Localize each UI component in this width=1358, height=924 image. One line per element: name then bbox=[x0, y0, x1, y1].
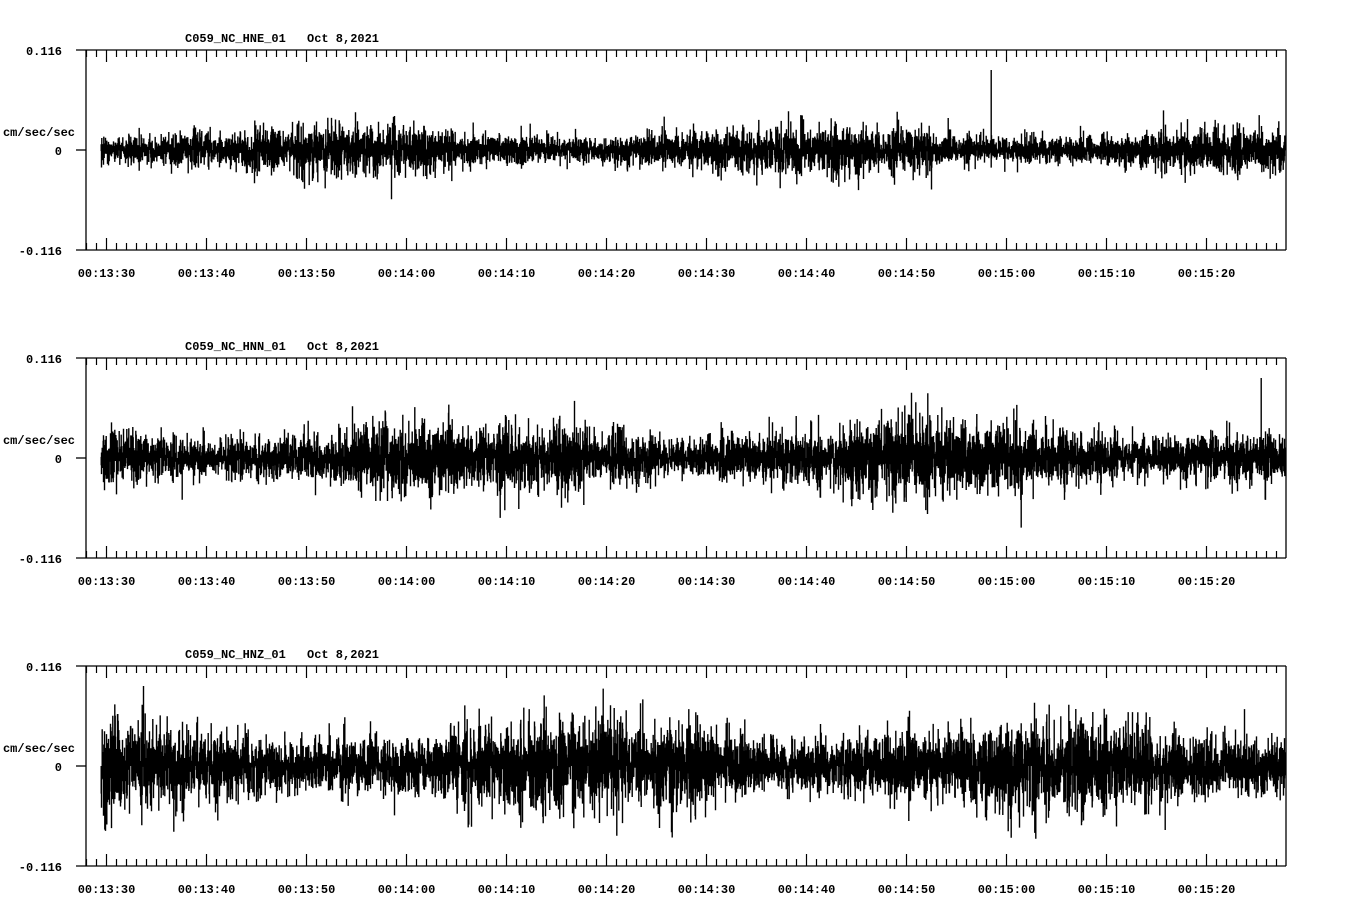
svg-text:00:15:10: 00:15:10 bbox=[1078, 267, 1136, 281]
svg-text:00:15:00: 00:15:00 bbox=[978, 575, 1036, 589]
svg-text:00:13:30: 00:13:30 bbox=[78, 267, 136, 281]
svg-text:00:13:50: 00:13:50 bbox=[278, 267, 336, 281]
svg-text:0.116: 0.116 bbox=[26, 661, 62, 675]
svg-text:00:14:30: 00:14:30 bbox=[678, 883, 736, 897]
svg-text:0.116: 0.116 bbox=[26, 45, 62, 59]
svg-text:00:14:10: 00:14:10 bbox=[478, 883, 536, 897]
svg-text:00:14:40: 00:14:40 bbox=[778, 883, 836, 897]
svg-text:00:14:20: 00:14:20 bbox=[578, 575, 636, 589]
svg-text:cm/sec/sec: cm/sec/sec bbox=[3, 126, 75, 140]
svg-text:00:14:20: 00:14:20 bbox=[578, 883, 636, 897]
svg-text:00:14:20: 00:14:20 bbox=[578, 267, 636, 281]
svg-text:00:15:00: 00:15:00 bbox=[978, 267, 1036, 281]
svg-text:00:14:30: 00:14:30 bbox=[678, 267, 736, 281]
svg-text:00:14:10: 00:14:10 bbox=[478, 575, 536, 589]
svg-text:-0.116: -0.116 bbox=[19, 245, 62, 259]
svg-text:00:14:00: 00:14:00 bbox=[378, 575, 436, 589]
svg-text:00:14:10: 00:14:10 bbox=[478, 267, 536, 281]
svg-text:00:14:40: 00:14:40 bbox=[778, 267, 836, 281]
svg-text:00:15:20: 00:15:20 bbox=[1178, 575, 1236, 589]
svg-text:00:13:50: 00:13:50 bbox=[278, 883, 336, 897]
svg-text:00:14:50: 00:14:50 bbox=[878, 267, 936, 281]
svg-text:00:13:40: 00:13:40 bbox=[178, 575, 236, 589]
svg-text:00:14:40: 00:14:40 bbox=[778, 575, 836, 589]
svg-text:cm/sec/sec: cm/sec/sec bbox=[3, 434, 75, 448]
svg-text:Oct 8,2021: Oct 8,2021 bbox=[307, 648, 379, 662]
svg-text:00:14:00: 00:14:00 bbox=[378, 267, 436, 281]
svg-text:00:14:30: 00:14:30 bbox=[678, 575, 736, 589]
svg-text:00:13:50: 00:13:50 bbox=[278, 575, 336, 589]
svg-text:Oct 8,2021: Oct 8,2021 bbox=[307, 32, 379, 46]
svg-text:-0.116: -0.116 bbox=[19, 861, 62, 875]
svg-text:cm/sec/sec: cm/sec/sec bbox=[3, 742, 75, 756]
svg-text:00:13:30: 00:13:30 bbox=[78, 575, 136, 589]
svg-text:00:15:00: 00:15:00 bbox=[978, 883, 1036, 897]
svg-text:0.116: 0.116 bbox=[26, 353, 62, 367]
svg-text:0: 0 bbox=[55, 145, 62, 159]
svg-text:0: 0 bbox=[55, 453, 62, 467]
svg-text:00:15:10: 00:15:10 bbox=[1078, 883, 1136, 897]
svg-text:00:14:50: 00:14:50 bbox=[878, 575, 936, 589]
svg-text:00:14:00: 00:14:00 bbox=[378, 883, 436, 897]
svg-text:00:15:20: 00:15:20 bbox=[1178, 883, 1236, 897]
svg-text:0: 0 bbox=[55, 761, 62, 775]
svg-text:C059_NC_HNN_01: C059_NC_HNN_01 bbox=[185, 340, 286, 354]
svg-text:00:15:20: 00:15:20 bbox=[1178, 267, 1236, 281]
svg-text:C059_NC_HNE_01: C059_NC_HNE_01 bbox=[185, 32, 286, 46]
svg-text:00:13:40: 00:13:40 bbox=[178, 267, 236, 281]
svg-text:-0.116: -0.116 bbox=[19, 553, 62, 567]
svg-text:00:14:50: 00:14:50 bbox=[878, 883, 936, 897]
svg-text:00:15:10: 00:15:10 bbox=[1078, 575, 1136, 589]
svg-text:00:13:30: 00:13:30 bbox=[78, 883, 136, 897]
svg-text:C059_NC_HNZ_01: C059_NC_HNZ_01 bbox=[185, 648, 286, 662]
svg-text:Oct 8,2021: Oct 8,2021 bbox=[307, 340, 379, 354]
svg-text:00:13:40: 00:13:40 bbox=[178, 883, 236, 897]
